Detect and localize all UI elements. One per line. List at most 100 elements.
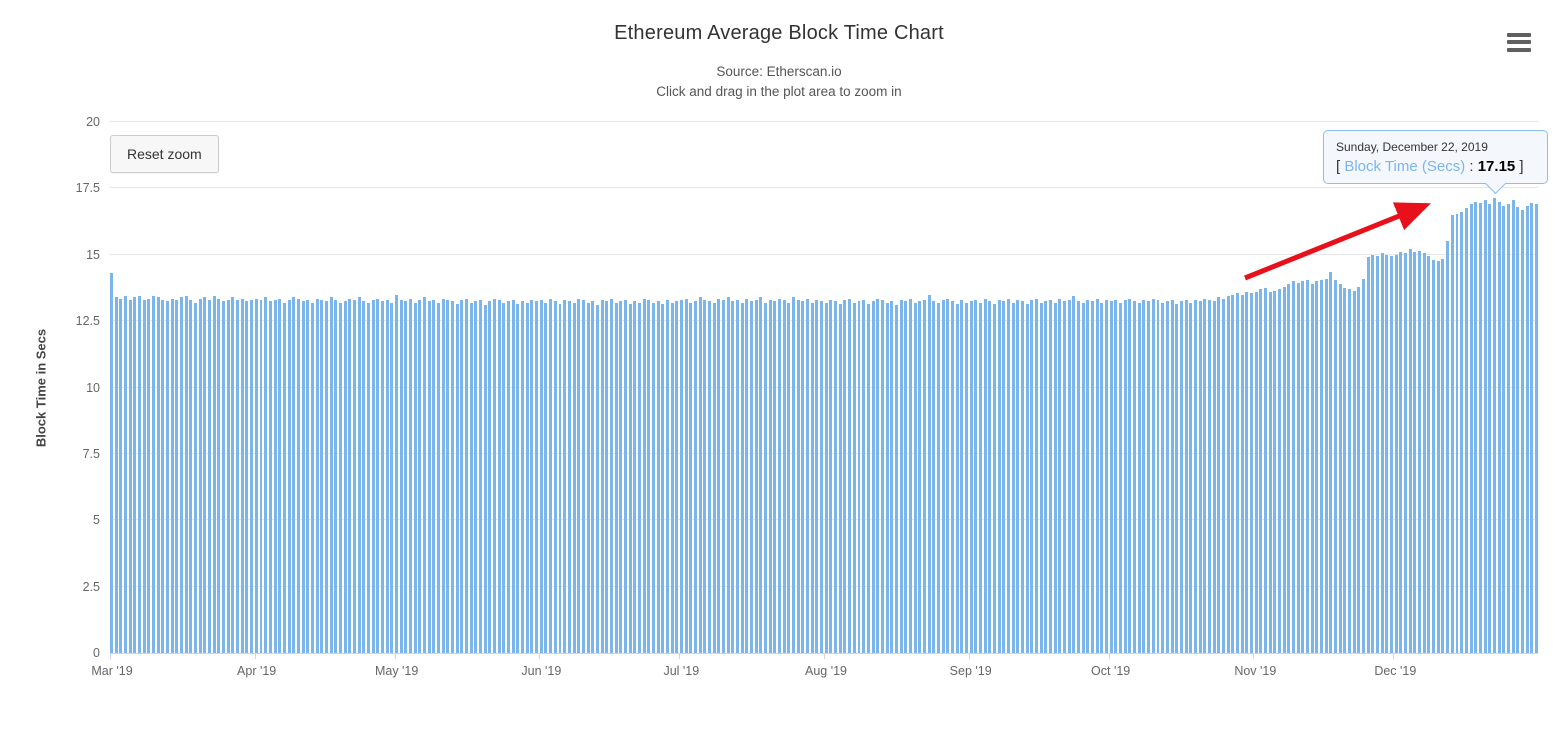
bar[interactable] <box>474 301 478 653</box>
bar[interactable] <box>1315 281 1319 653</box>
bar[interactable] <box>217 298 221 653</box>
bar[interactable] <box>1077 301 1081 653</box>
bar[interactable] <box>273 299 277 653</box>
bar[interactable] <box>1296 282 1300 653</box>
bar[interactable] <box>437 302 441 653</box>
bar[interactable] <box>1147 301 1151 653</box>
bar[interactable] <box>572 302 576 653</box>
bar[interactable] <box>1245 291 1249 653</box>
bar[interactable] <box>1137 302 1141 653</box>
bar[interactable] <box>1249 293 1253 653</box>
bar[interactable] <box>1506 204 1510 653</box>
bar[interactable] <box>876 298 880 653</box>
bar[interactable] <box>334 299 338 653</box>
bar[interactable] <box>1128 298 1132 653</box>
bar[interactable] <box>432 299 436 653</box>
bar[interactable] <box>539 299 543 653</box>
bar[interactable] <box>1380 253 1384 653</box>
bar[interactable] <box>348 298 352 653</box>
bar[interactable] <box>908 298 912 653</box>
bar[interactable] <box>1530 202 1534 653</box>
bar[interactable] <box>1408 249 1412 653</box>
bar[interactable] <box>1254 291 1258 653</box>
bar[interactable] <box>1385 254 1389 653</box>
bar[interactable] <box>745 298 749 653</box>
bar[interactable] <box>208 299 212 653</box>
bar[interactable] <box>362 301 366 653</box>
bar[interactable] <box>254 298 258 653</box>
bar[interactable] <box>413 302 417 653</box>
bar[interactable] <box>1086 299 1090 653</box>
bar[interactable] <box>932 301 936 653</box>
bar[interactable] <box>1394 254 1398 653</box>
bar[interactable] <box>600 299 604 653</box>
bar[interactable] <box>964 302 968 653</box>
bar[interactable] <box>605 301 609 653</box>
bar[interactable] <box>810 302 814 653</box>
bar[interactable] <box>1053 302 1057 653</box>
bar[interactable] <box>628 303 632 653</box>
bar[interactable] <box>1235 293 1239 653</box>
bar[interactable] <box>768 299 772 653</box>
bar[interactable] <box>1240 294 1244 653</box>
bar[interactable] <box>549 298 553 653</box>
bar[interactable] <box>1464 208 1468 653</box>
bar[interactable] <box>343 301 347 653</box>
bar[interactable] <box>1334 279 1338 653</box>
bar[interactable] <box>1338 283 1342 653</box>
bar[interactable] <box>1516 206 1520 653</box>
bar[interactable] <box>306 299 310 653</box>
bar[interactable] <box>1021 301 1024 653</box>
bar[interactable] <box>1058 298 1062 653</box>
bar[interactable] <box>1049 299 1053 653</box>
bar[interactable] <box>1226 295 1230 653</box>
bar[interactable] <box>936 302 940 653</box>
bar[interactable] <box>857 301 861 653</box>
bar[interactable] <box>1460 212 1464 653</box>
bar[interactable] <box>1259 289 1263 653</box>
bar[interactable] <box>1502 205 1506 653</box>
bar[interactable] <box>502 302 506 653</box>
bar[interactable] <box>1063 301 1067 653</box>
bar[interactable] <box>1189 302 1193 653</box>
bar[interactable] <box>796 299 800 653</box>
bar[interactable] <box>1427 256 1431 653</box>
bar[interactable] <box>128 299 132 653</box>
bar[interactable] <box>189 299 193 653</box>
bar[interactable] <box>693 301 697 653</box>
bar[interactable] <box>1520 209 1524 653</box>
bar[interactable] <box>114 297 118 653</box>
bar[interactable] <box>1497 201 1501 653</box>
bar[interactable] <box>946 298 950 653</box>
bar[interactable] <box>1352 290 1356 653</box>
bar[interactable] <box>880 299 884 653</box>
bar[interactable] <box>586 302 590 653</box>
bar[interactable] <box>441 298 445 653</box>
bar[interactable] <box>918 301 922 653</box>
bar[interactable] <box>455 303 459 653</box>
bar[interactable] <box>226 299 230 653</box>
bar[interactable] <box>245 301 249 653</box>
bar[interactable] <box>1320 279 1323 653</box>
bar[interactable] <box>885 302 889 653</box>
bar[interactable] <box>778 298 782 653</box>
bar[interactable] <box>152 295 156 653</box>
bar[interactable] <box>647 299 651 653</box>
bar[interactable] <box>138 295 142 653</box>
bar[interactable] <box>787 302 791 653</box>
plot-area[interactable] <box>110 121 1538 653</box>
bar[interactable] <box>717 298 721 653</box>
bar[interactable] <box>1455 213 1459 653</box>
bar[interactable] <box>1399 252 1403 653</box>
bar[interactable] <box>250 299 254 653</box>
bar[interactable] <box>997 299 1001 653</box>
bar[interactable] <box>609 298 613 653</box>
bar[interactable] <box>782 299 786 653</box>
bar[interactable] <box>1301 281 1305 653</box>
bar[interactable] <box>324 301 328 653</box>
bar[interactable] <box>894 305 898 653</box>
bar[interactable] <box>376 298 380 653</box>
bar[interactable] <box>399 299 403 653</box>
bar[interactable] <box>1007 298 1010 653</box>
bar[interactable] <box>460 299 464 653</box>
